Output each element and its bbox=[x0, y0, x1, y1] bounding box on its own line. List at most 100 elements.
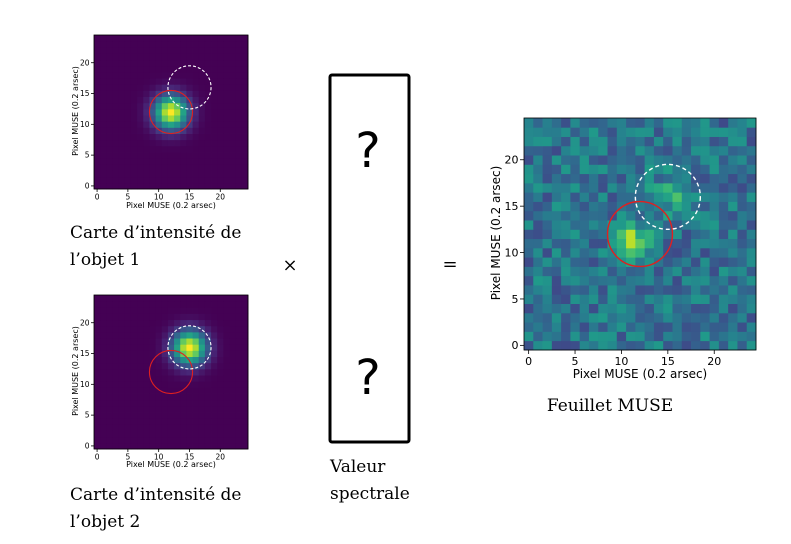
heatmap-cell bbox=[691, 155, 701, 165]
heatmap-cell bbox=[112, 301, 120, 308]
heatmap-cell bbox=[112, 145, 120, 153]
heatmap-cell bbox=[561, 275, 571, 286]
heatmap-cell bbox=[174, 115, 181, 122]
heatmap-cell bbox=[180, 133, 187, 141]
heatmap-cell bbox=[186, 436, 193, 444]
heatmap-cell bbox=[691, 173, 701, 184]
heatmap-cell bbox=[607, 331, 618, 342]
heatmap-muse-slice bbox=[524, 118, 757, 351]
heatmap-cell bbox=[229, 424, 237, 431]
heatmap-cell bbox=[149, 362, 156, 370]
heatmap-cell bbox=[112, 182, 120, 190]
heatmap-cell bbox=[186, 145, 193, 153]
heatmap-cell bbox=[94, 399, 101, 407]
heatmap-cell bbox=[174, 381, 181, 388]
heatmap-cell bbox=[167, 182, 175, 190]
heatmap-cell bbox=[223, 393, 230, 401]
caption-muse: Feuillet MUSE bbox=[547, 396, 673, 416]
heatmap-cell bbox=[728, 331, 738, 342]
heatmap-cell bbox=[161, 362, 169, 370]
heatmap-cell bbox=[100, 53, 107, 61]
x-tick-label: 5 bbox=[125, 193, 130, 202]
heatmap-cell bbox=[174, 47, 181, 54]
heatmap-cell bbox=[198, 84, 206, 91]
heatmap-cell bbox=[198, 344, 206, 351]
heatmap-cell bbox=[149, 170, 156, 178]
y-tick-label: 10 bbox=[80, 120, 90, 129]
heatmap-cell bbox=[149, 121, 156, 128]
x-tick-label: 5 bbox=[125, 453, 130, 462]
heatmap-cell bbox=[130, 71, 138, 79]
heatmap-cell bbox=[186, 84, 193, 91]
heatmap-cell bbox=[143, 331, 150, 339]
heatmap-cell bbox=[137, 331, 144, 339]
heatmap-cell bbox=[672, 136, 683, 147]
heatmap-cell bbox=[124, 90, 132, 97]
heatmap-cell bbox=[223, 319, 230, 327]
white-dashed-circle bbox=[167, 65, 212, 110]
heatmap-cell bbox=[161, 368, 169, 376]
heatmap-cell bbox=[94, 152, 101, 159]
heatmap-cell bbox=[192, 53, 200, 61]
heatmap-cell bbox=[533, 192, 543, 202]
heatmap-cell bbox=[588, 340, 599, 351]
heatmap-cell bbox=[198, 412, 206, 419]
heatmap-cell bbox=[217, 35, 224, 42]
heatmap-cell bbox=[579, 294, 590, 304]
heatmap-cell bbox=[607, 229, 618, 240]
heatmap-cell bbox=[198, 295, 206, 302]
heatmap-cell bbox=[663, 164, 673, 175]
heatmap-cell bbox=[137, 170, 144, 178]
heatmap-cell bbox=[579, 220, 590, 230]
heatmap-cell bbox=[94, 350, 101, 357]
heatmap-cell bbox=[130, 301, 138, 308]
heatmap-cell bbox=[167, 145, 175, 153]
heatmap-cell bbox=[137, 375, 144, 382]
heatmap-cell bbox=[204, 90, 212, 97]
heatmap-cell bbox=[106, 78, 113, 85]
heatmap-cell bbox=[561, 331, 571, 342]
heatmap-cell bbox=[149, 436, 156, 444]
heatmap-cell bbox=[598, 340, 608, 351]
heatmap-cell bbox=[124, 442, 132, 450]
heatmap-cell bbox=[700, 238, 710, 249]
heatmap-cell bbox=[653, 155, 664, 165]
heatmap-cell bbox=[561, 145, 571, 156]
heatmap-cell bbox=[112, 164, 120, 171]
heatmap-cell bbox=[149, 53, 156, 61]
heatmap-cell bbox=[653, 303, 664, 314]
x-tick-label: 20 bbox=[707, 355, 721, 368]
heatmap-cell bbox=[579, 238, 590, 249]
heatmap-cell bbox=[663, 340, 673, 351]
heatmap-cell bbox=[644, 331, 655, 342]
heatmap-cell bbox=[149, 182, 156, 190]
heatmap-cell bbox=[124, 368, 132, 376]
heatmap-cell bbox=[626, 275, 636, 286]
heatmap-cell bbox=[542, 247, 553, 258]
heatmap-cell bbox=[607, 192, 618, 202]
heatmap-cell bbox=[524, 210, 534, 221]
heatmap-cell bbox=[681, 210, 692, 221]
heatmap-cell bbox=[180, 59, 187, 67]
heatmap-cell bbox=[241, 412, 249, 419]
heatmap-cell bbox=[223, 84, 230, 91]
heatmap-cell bbox=[174, 176, 181, 184]
heatmap-cell bbox=[106, 35, 113, 42]
heatmap-cell bbox=[211, 442, 218, 450]
heatmap-cell bbox=[143, 121, 150, 128]
heatmap-cell bbox=[635, 192, 646, 202]
heatmap-cell bbox=[100, 133, 107, 141]
heatmap-cell bbox=[137, 84, 144, 91]
heatmap-cell bbox=[681, 303, 692, 314]
heatmap-cell bbox=[663, 145, 673, 156]
heatmap-cell bbox=[663, 118, 673, 128]
heatmap-cell bbox=[241, 436, 249, 444]
heatmap-cell bbox=[663, 182, 673, 193]
heatmap-cell bbox=[94, 338, 101, 345]
heatmap-cell bbox=[542, 164, 553, 175]
heatmap-cell bbox=[130, 356, 138, 364]
heatmap-cell bbox=[235, 405, 243, 413]
heatmap-cell bbox=[570, 266, 581, 277]
heatmap-cell bbox=[570, 303, 581, 314]
heatmap-cell bbox=[155, 59, 163, 67]
